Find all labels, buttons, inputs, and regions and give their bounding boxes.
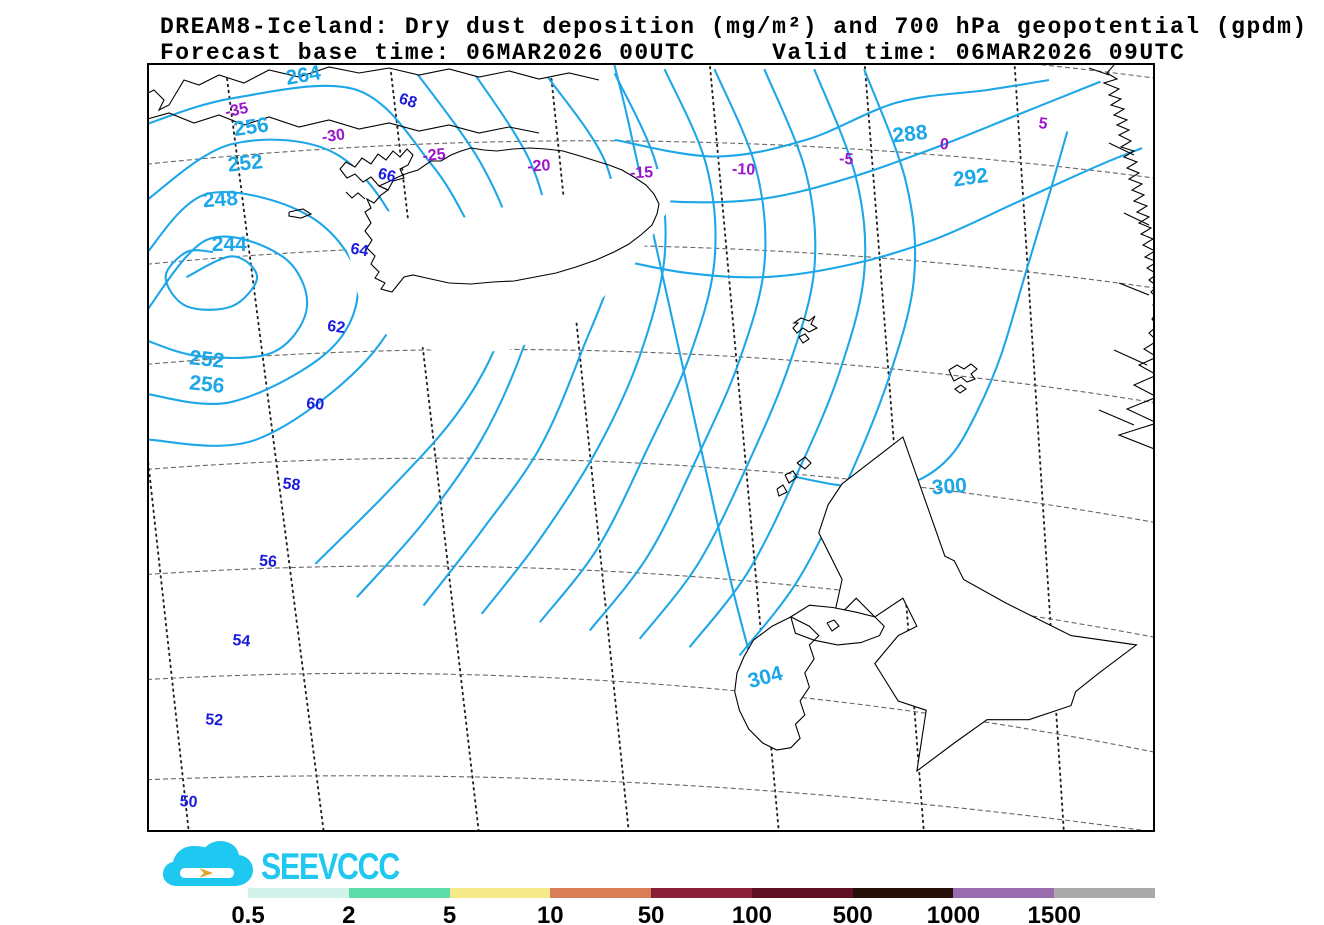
svg-text:-25: -25 [422, 146, 447, 165]
svg-text:252: 252 [227, 150, 264, 177]
svg-text:SEEVCCC: SEEVCCC [261, 846, 400, 887]
svg-text:58: 58 [282, 475, 302, 494]
svg-text:60: 60 [305, 395, 325, 414]
svg-text:56: 56 [258, 553, 277, 571]
svg-text:-5: -5 [839, 151, 854, 169]
svg-text:248: 248 [202, 187, 239, 212]
svg-text:244: 244 [212, 233, 247, 256]
svg-text:292: 292 [952, 164, 990, 192]
svg-text:62: 62 [326, 318, 346, 337]
svg-text:5: 5 [1037, 115, 1048, 133]
svg-text:-10: -10 [732, 161, 756, 179]
svg-text:50: 50 [179, 793, 198, 811]
svg-text:300: 300 [931, 474, 968, 499]
svg-text:288: 288 [891, 121, 929, 148]
svg-text:252: 252 [188, 346, 225, 373]
svg-text:54: 54 [232, 632, 251, 650]
svg-text:-20: -20 [527, 157, 551, 176]
svg-text:-15: -15 [630, 164, 654, 182]
svg-text:52: 52 [205, 711, 224, 729]
svg-text:64: 64 [349, 240, 370, 260]
svg-text:68: 68 [397, 90, 419, 112]
svg-text:256: 256 [188, 371, 225, 398]
svg-text:-30: -30 [321, 126, 346, 146]
svg-text:0: 0 [939, 136, 950, 154]
